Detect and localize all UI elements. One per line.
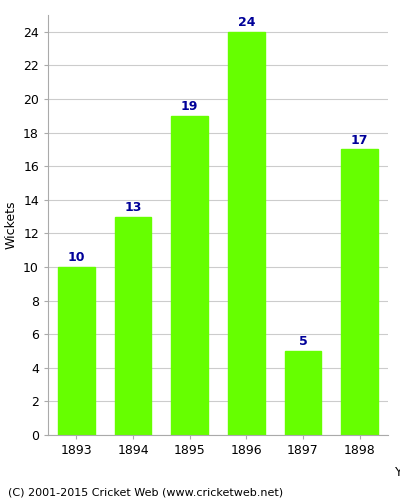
Text: 13: 13 <box>124 201 142 214</box>
Bar <box>284 351 322 435</box>
Bar <box>114 216 152 435</box>
Y-axis label: Wickets: Wickets <box>4 200 18 249</box>
Text: 17: 17 <box>351 134 368 147</box>
Text: Year: Year <box>395 466 400 478</box>
Text: (C) 2001-2015 Cricket Web (www.cricketweb.net): (C) 2001-2015 Cricket Web (www.cricketwe… <box>8 488 283 498</box>
Text: 5: 5 <box>299 336 307 348</box>
Bar <box>58 267 95 435</box>
Bar <box>171 116 208 435</box>
Text: 19: 19 <box>181 100 198 114</box>
Bar <box>341 150 378 435</box>
Bar <box>228 32 265 435</box>
Text: 10: 10 <box>68 252 85 264</box>
Text: 24: 24 <box>238 16 255 30</box>
